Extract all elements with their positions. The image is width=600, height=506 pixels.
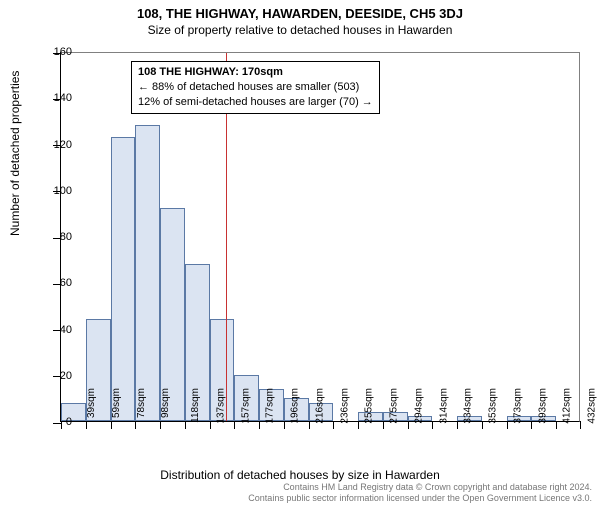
y-tick-label: 160 [42, 46, 72, 58]
x-tick [531, 421, 532, 429]
x-tick [358, 421, 359, 429]
x-tick [408, 421, 409, 429]
x-tick [210, 421, 211, 429]
x-tick-label: 177sqm [265, 388, 276, 424]
x-tick [432, 421, 433, 429]
x-tick-label: 432sqm [587, 388, 598, 424]
x-tick-label: 314sqm [438, 388, 449, 424]
footer-line2: Contains public sector information licen… [248, 493, 592, 504]
y-tick-label: 0 [42, 416, 72, 428]
info-line3: 12% of semi-detached houses are larger (… [138, 95, 373, 110]
x-tick [507, 421, 508, 429]
x-tick-label: 59sqm [111, 388, 122, 418]
x-tick-label: 412sqm [562, 388, 573, 424]
footer-line1: Contains HM Land Registry data © Crown c… [248, 482, 592, 493]
y-tick-label: 120 [42, 139, 72, 151]
x-tick [160, 421, 161, 429]
y-axis-label: Number of detached properties [8, 71, 22, 236]
x-tick [185, 421, 186, 429]
x-tick-label: 275sqm [389, 388, 400, 424]
x-tick-label: 216sqm [314, 388, 325, 424]
x-tick [482, 421, 483, 429]
x-tick-label: 157sqm [240, 388, 251, 424]
x-tick-label: 78sqm [136, 388, 147, 418]
x-tick [457, 421, 458, 429]
chart-title-sub: Size of property relative to detached ho… [0, 23, 600, 37]
chart-title-main: 108, THE HIGHWAY, HAWARDEN, DEESIDE, CH5… [0, 6, 600, 21]
x-tick [135, 421, 136, 429]
x-tick-label: 294sqm [413, 388, 424, 424]
x-tick-label: 393sqm [537, 388, 548, 424]
x-axis-label: Distribution of detached houses by size … [0, 468, 600, 482]
x-tick-label: 353sqm [488, 388, 499, 424]
y-tick-label: 20 [42, 370, 72, 382]
x-tick [556, 421, 557, 429]
info-line2: ← 88% of detached houses are smaller (50… [138, 80, 373, 95]
x-tick [580, 421, 581, 429]
x-tick-label: 39sqm [86, 388, 97, 418]
x-tick [284, 421, 285, 429]
y-tick-label: 140 [42, 92, 72, 104]
info-box: 108 THE HIGHWAY: 170sqm← 88% of detached… [131, 61, 380, 114]
footer-attribution: Contains HM Land Registry data © Crown c… [248, 482, 592, 504]
x-tick [333, 421, 334, 429]
x-tick-label: 334sqm [463, 388, 474, 424]
x-tick-label: 255sqm [364, 388, 375, 424]
x-tick [309, 421, 310, 429]
y-tick-label: 80 [42, 231, 72, 243]
x-tick-label: 373sqm [513, 388, 524, 424]
x-tick [383, 421, 384, 429]
x-tick-label: 98sqm [160, 388, 171, 418]
x-tick-label: 236sqm [339, 388, 350, 424]
x-tick [234, 421, 235, 429]
y-tick-label: 60 [42, 277, 72, 289]
x-tick [111, 421, 112, 429]
plot-area: 108 THE HIGHWAY: 170sqm← 88% of detached… [60, 52, 580, 422]
plot-container: 108 THE HIGHWAY: 170sqm← 88% of detached… [60, 52, 580, 422]
x-tick-label: 118sqm [190, 388, 201, 423]
info-line1: 108 THE HIGHWAY: 170sqm [138, 65, 373, 80]
x-tick-label: 196sqm [290, 388, 301, 424]
x-tick [86, 421, 87, 429]
histogram-bar [135, 125, 160, 421]
y-tick-label: 40 [42, 324, 72, 336]
x-tick-label: 137sqm [215, 388, 226, 424]
x-tick [259, 421, 260, 429]
histogram-bar [111, 137, 136, 421]
y-tick-label: 100 [42, 185, 72, 197]
